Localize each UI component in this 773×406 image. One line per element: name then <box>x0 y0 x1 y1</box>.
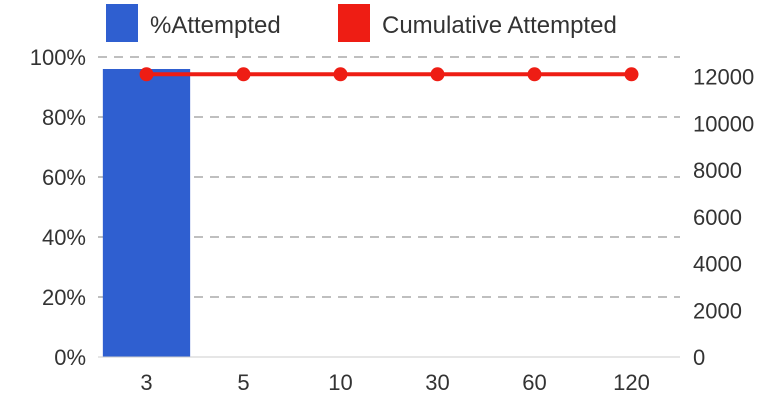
cumulative-marker <box>527 67 542 82</box>
legend-swatch-cumulative <box>338 4 370 42</box>
cumulative-marker <box>624 67 639 82</box>
right-axis-tick-label: 0 <box>693 345 705 370</box>
legend-label-cumulative: Cumulative Attempted <box>382 12 617 39</box>
bars <box>102 69 191 357</box>
x-axis-tick-label: 5 <box>237 370 249 395</box>
left-axis-tick-label: 80% <box>42 105 86 130</box>
gridlines <box>98 56 680 298</box>
right-axis-tick-label: 4000 <box>693 252 742 277</box>
x-axis-tick-label: 120 <box>613 370 650 395</box>
left-axis-tick-label: 40% <box>42 225 86 250</box>
cumulative-marker <box>236 67 251 82</box>
right-axis-tick-label: 12000 <box>693 65 754 90</box>
right-axis-tick-label: 6000 <box>693 205 742 230</box>
x-axis-tick-label: 10 <box>328 370 352 395</box>
legend: %Attempted Cumulative Attempted <box>106 4 617 42</box>
legend-swatch-attempted <box>106 4 138 42</box>
cumulative-marker <box>139 67 154 82</box>
right-axis-tick-label: 10000 <box>693 111 754 136</box>
axes: 0% 20% 40% 60% 80% 100% 0 2000 4000 6000 8000 10000… <box>30 45 754 395</box>
right-axis-tick-label: 8000 <box>693 158 742 183</box>
left-axis-tick-label: 0% <box>54 345 86 370</box>
x-axis-tick-label: 60 <box>522 370 546 395</box>
bar-attempted <box>102 69 191 357</box>
cumulative-marker <box>430 67 445 82</box>
left-axis-tick-label: 60% <box>42 165 86 190</box>
left-axis-tick-label: 20% <box>42 285 86 310</box>
left-axis-tick-label: 100% <box>30 45 86 70</box>
x-axis-tick-label: 30 <box>425 370 449 395</box>
x-axis-tick-label: 3 <box>140 370 152 395</box>
legend-label-attempted: %Attempted <box>150 12 281 39</box>
cumulative-line <box>139 67 639 82</box>
cumulative-marker <box>333 67 348 82</box>
right-axis-tick-label: 2000 <box>693 298 742 323</box>
